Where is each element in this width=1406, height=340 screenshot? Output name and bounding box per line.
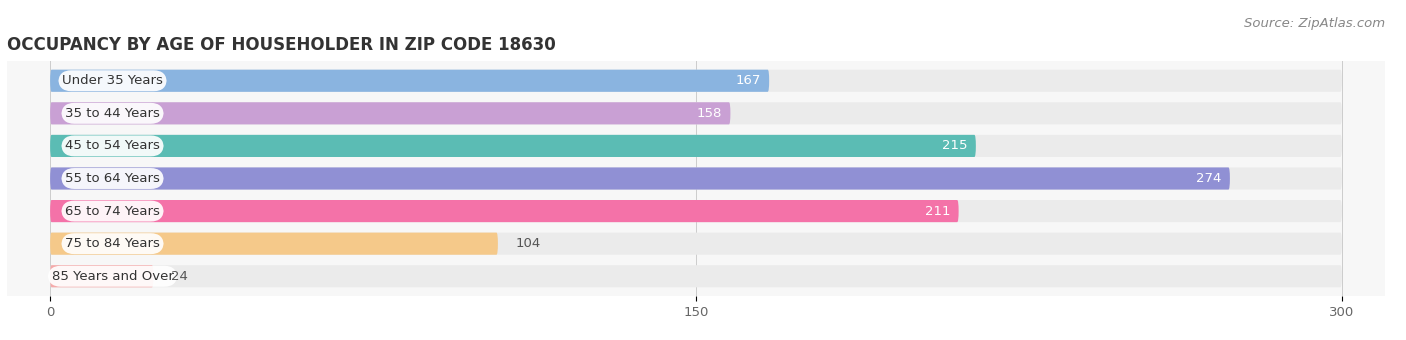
FancyBboxPatch shape [51, 200, 959, 222]
Text: 211: 211 [925, 205, 950, 218]
FancyBboxPatch shape [51, 167, 1230, 190]
Text: 167: 167 [735, 74, 761, 87]
Text: 75 to 84 Years: 75 to 84 Years [65, 237, 160, 250]
FancyBboxPatch shape [51, 135, 976, 157]
Text: 24: 24 [170, 270, 187, 283]
FancyBboxPatch shape [51, 135, 1341, 157]
Text: 215: 215 [942, 139, 967, 152]
Text: 158: 158 [696, 107, 721, 120]
FancyBboxPatch shape [51, 102, 731, 124]
Text: Under 35 Years: Under 35 Years [62, 74, 163, 87]
Text: OCCUPANCY BY AGE OF HOUSEHOLDER IN ZIP CODE 18630: OCCUPANCY BY AGE OF HOUSEHOLDER IN ZIP C… [7, 36, 555, 54]
FancyBboxPatch shape [51, 70, 769, 92]
Text: 45 to 54 Years: 45 to 54 Years [65, 139, 160, 152]
FancyBboxPatch shape [51, 200, 1341, 222]
Text: Source: ZipAtlas.com: Source: ZipAtlas.com [1244, 17, 1385, 30]
Text: 104: 104 [515, 237, 540, 250]
FancyBboxPatch shape [51, 167, 1341, 190]
FancyBboxPatch shape [51, 265, 153, 287]
FancyBboxPatch shape [51, 233, 498, 255]
FancyBboxPatch shape [51, 70, 1341, 92]
Text: 65 to 74 Years: 65 to 74 Years [65, 205, 160, 218]
Text: 274: 274 [1197, 172, 1222, 185]
Text: 85 Years and Over: 85 Years and Over [52, 270, 173, 283]
Text: 35 to 44 Years: 35 to 44 Years [65, 107, 160, 120]
FancyBboxPatch shape [51, 102, 1341, 124]
FancyBboxPatch shape [51, 265, 1341, 287]
Text: 55 to 64 Years: 55 to 64 Years [65, 172, 160, 185]
FancyBboxPatch shape [51, 233, 1341, 255]
